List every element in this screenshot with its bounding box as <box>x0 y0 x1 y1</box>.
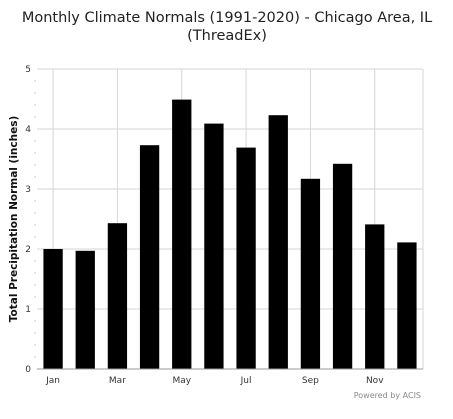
axes: 0 1 2 3 4 5 Jan Mar May Jul Sep Nov <box>25 65 423 386</box>
bar-nov[interactable] <box>365 224 385 369</box>
x-tick-label: Jul <box>240 376 252 386</box>
bar-jun[interactable] <box>204 123 224 369</box>
x-tick-label: Jan <box>45 376 60 386</box>
bar-sep[interactable] <box>300 178 321 369</box>
chart-subtitle: (ThreadEx) <box>187 28 267 44</box>
bar-feb[interactable] <box>75 250 95 369</box>
chart-title: Monthly Climate Normals (1991-2020) - Ch… <box>22 10 432 26</box>
bars <box>43 99 417 369</box>
y-tick-label: 4 <box>25 125 31 135</box>
bar-jul[interactable] <box>236 147 256 369</box>
x-tick-label: Mar <box>109 376 126 386</box>
bar-oct[interactable] <box>332 163 353 369</box>
bar-aug[interactable] <box>268 115 288 369</box>
bar-mar[interactable] <box>107 223 128 369</box>
credit-text: Powered by ACIS <box>354 391 421 400</box>
y-tick-label: 2 <box>25 245 31 255</box>
x-tick-label: May <box>172 376 191 386</box>
y-axis-label: Total Precipitation Normal (inches) <box>8 116 20 323</box>
y-tick-label: 0 <box>25 365 31 375</box>
x-tick-label: Sep <box>302 376 319 386</box>
x-tick-label: Nov <box>366 376 384 386</box>
bar-may[interactable] <box>172 99 192 369</box>
y-tick-label: 3 <box>25 185 31 195</box>
bar-dec[interactable] <box>397 242 417 369</box>
y-tick-label: 5 <box>25 65 31 75</box>
y-tick-label: 1 <box>25 305 31 315</box>
bar-jan[interactable] <box>43 249 63 369</box>
bar-apr[interactable] <box>139 145 160 369</box>
